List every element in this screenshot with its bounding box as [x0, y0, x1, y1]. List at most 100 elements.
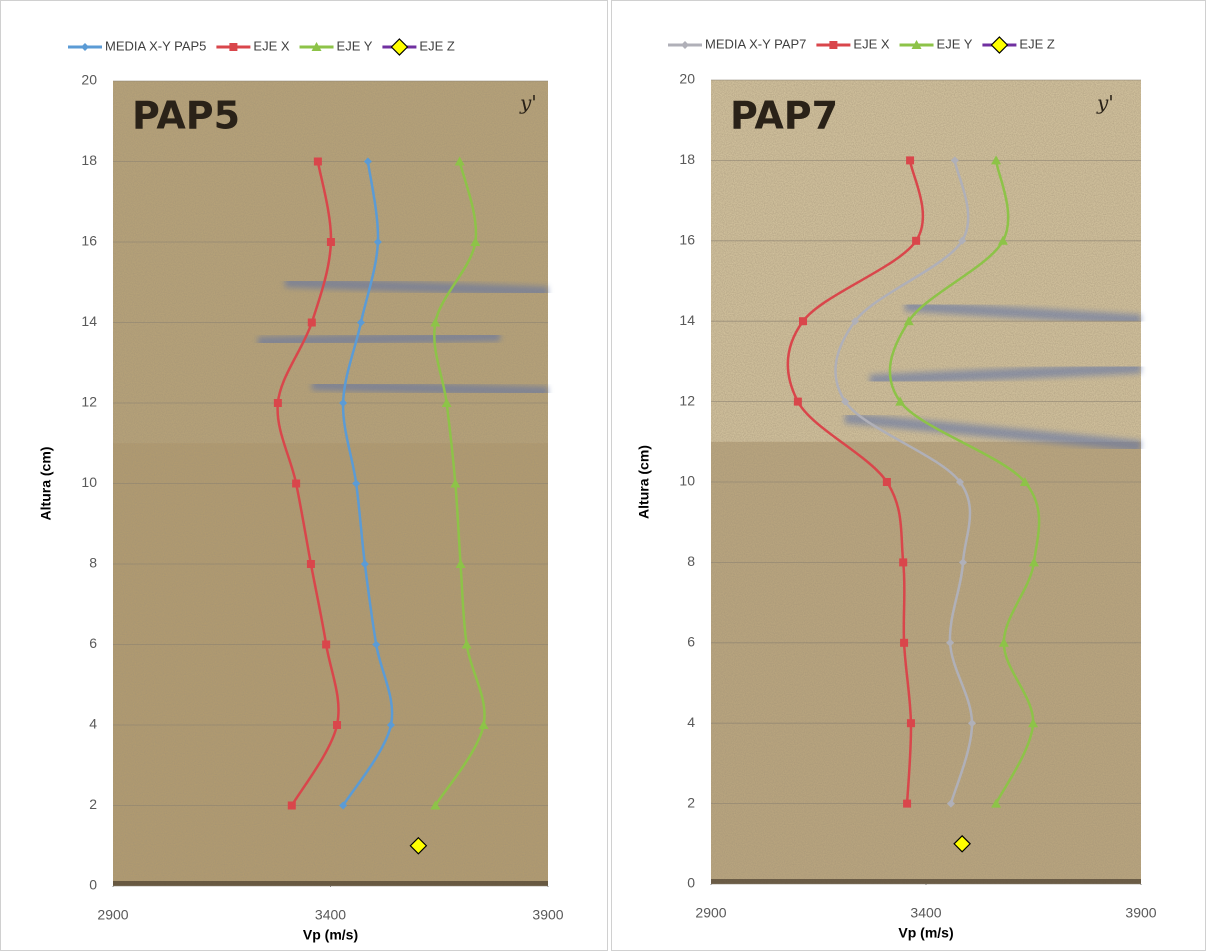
series-line	[888, 160, 1041, 805]
x-axis-title: Vp (m/s)	[303, 927, 358, 943]
marker	[478, 720, 489, 729]
marker	[895, 396, 906, 406]
marker	[292, 479, 301, 488]
marker	[911, 40, 922, 49]
marker	[991, 155, 1002, 165]
y-tick-label: 16	[679, 232, 695, 248]
legend-label: MEDIA X-Y PAP5	[105, 38, 206, 53]
marker	[998, 637, 1009, 647]
marker	[882, 478, 891, 486]
marker	[851, 317, 860, 326]
photo-edge	[711, 879, 1141, 884]
x-axis-title: Vp (m/s)	[898, 925, 953, 941]
marker	[990, 36, 1009, 54]
marker	[903, 316, 914, 326]
marker	[356, 318, 365, 327]
pencil-stroke	[257, 330, 501, 348]
photo-label: PAP5	[132, 94, 240, 138]
x-tick-label: 3900	[1125, 905, 1156, 921]
y-tick-label: 4	[89, 716, 97, 732]
marker	[946, 799, 955, 808]
y-axis-title: Altura (cm)	[38, 447, 54, 521]
marker	[363, 157, 372, 166]
y-tick-label: 6	[687, 634, 695, 650]
series-line	[834, 160, 974, 804]
marker	[386, 721, 395, 729]
y-tick-label: 10	[679, 473, 695, 489]
marker	[946, 638, 955, 647]
marker	[313, 157, 322, 166]
pencil-stroke	[869, 362, 1142, 386]
y-tick-label: 12	[81, 394, 97, 410]
marker	[450, 478, 461, 488]
marker	[455, 559, 466, 568]
y-tick-label: 14	[679, 312, 695, 328]
marker	[903, 799, 912, 808]
legend-label: MEDIA X-Y PAP7	[705, 36, 806, 51]
marker	[906, 156, 915, 165]
y-tick-label: 8	[89, 555, 97, 571]
marker	[841, 397, 850, 406]
y-tick-label: 6	[89, 635, 97, 651]
legend-label: EJE X	[253, 38, 289, 53]
marker	[1019, 477, 1030, 486]
marker	[912, 236, 921, 245]
legend-label: EJE Y	[937, 36, 973, 51]
marker	[409, 836, 428, 855]
marker	[229, 43, 238, 51]
marker	[899, 558, 908, 567]
marker	[430, 317, 441, 327]
marker	[950, 156, 959, 165]
x-tick-label: 2900	[97, 907, 128, 923]
marker	[390, 38, 409, 56]
x-tick-label: 3400	[910, 905, 941, 921]
legend-label: EJE Y	[337, 38, 373, 53]
y-axis-title: Altura (cm)	[636, 445, 652, 519]
series-line	[786, 160, 925, 804]
marker	[333, 721, 342, 729]
pencil-stroke	[904, 300, 1142, 326]
marker	[306, 560, 315, 568]
pencil-stroke	[311, 379, 549, 398]
marker	[681, 41, 689, 49]
x-tick-label: 3900	[532, 907, 563, 923]
marker	[441, 398, 452, 407]
y-tick-label: 8	[687, 553, 695, 569]
y-tick-label: 2	[687, 794, 695, 810]
marker	[793, 397, 802, 406]
y-tick-label: 12	[679, 392, 695, 408]
marker	[900, 638, 909, 647]
y-tick-label: 2	[89, 796, 97, 812]
marker	[470, 237, 481, 246]
photo-label: PAP7	[730, 94, 838, 138]
y-tick-label: 0	[687, 875, 695, 891]
marker	[997, 235, 1008, 245]
y-tick-label: 10	[81, 474, 97, 490]
marker	[81, 43, 89, 51]
marker	[958, 236, 967, 245]
marker	[461, 639, 472, 649]
y-tick-label: 18	[81, 152, 97, 168]
photo-mark: y'	[1096, 91, 1114, 115]
legend-label: EJE X	[853, 36, 889, 51]
y-tick-label: 20	[81, 72, 97, 88]
marker	[958, 558, 967, 567]
marker	[1028, 557, 1039, 567]
photo-edge	[113, 881, 548, 886]
pencil-stroke	[844, 412, 1142, 452]
marker	[339, 801, 348, 810]
marker	[311, 42, 322, 51]
marker	[372, 640, 381, 649]
y-tick-label: 16	[81, 233, 97, 249]
pencil-stroke	[284, 276, 549, 298]
y-tick-label: 14	[81, 313, 97, 329]
marker	[430, 800, 441, 810]
marker	[968, 719, 977, 728]
marker	[829, 41, 838, 49]
marker	[991, 798, 1002, 808]
legend-label: EJE Z	[1019, 36, 1054, 51]
y-tick-label: 18	[679, 151, 695, 167]
marker	[326, 238, 335, 246]
marker	[339, 399, 348, 407]
